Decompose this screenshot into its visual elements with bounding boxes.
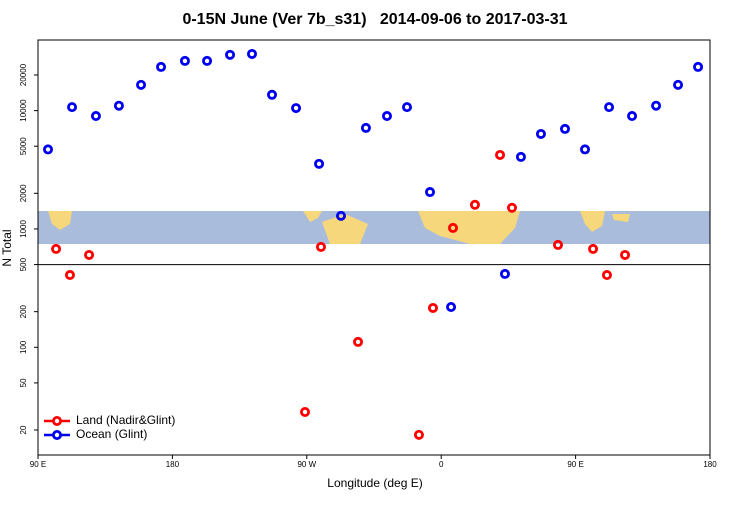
x-tick-label: 180 xyxy=(166,460,180,469)
data-point xyxy=(515,151,526,162)
data-point xyxy=(353,336,364,347)
legend-label: Land (Nadir&Glint) xyxy=(76,413,175,427)
data-point xyxy=(413,429,424,440)
data-point xyxy=(246,48,257,59)
data-point xyxy=(447,222,458,233)
data-point xyxy=(84,249,95,260)
y-tick-label: 200 xyxy=(19,304,28,318)
data-point xyxy=(291,103,302,114)
land-shape xyxy=(48,211,72,230)
y-tick-label: 20000 xyxy=(19,63,28,86)
y-axis-label: N Total xyxy=(0,229,14,266)
y-tick-label: 500 xyxy=(19,257,28,271)
x-tick-label: 90 W xyxy=(297,460,316,469)
data-point xyxy=(601,270,612,281)
data-point xyxy=(402,102,413,113)
y-tick-label: 5000 xyxy=(19,137,28,155)
data-point xyxy=(693,61,704,72)
data-point xyxy=(627,111,638,122)
data-point xyxy=(580,144,591,155)
data-point xyxy=(620,249,631,260)
data-point xyxy=(300,406,311,417)
legend-marker xyxy=(52,429,63,440)
land-shape xyxy=(303,211,322,222)
data-point xyxy=(495,149,506,160)
data-point xyxy=(673,79,684,90)
y-tick-label: 50 xyxy=(19,378,28,387)
data-point xyxy=(136,79,147,90)
land-shape xyxy=(580,211,605,232)
land-shape xyxy=(322,214,368,244)
data-point xyxy=(314,158,325,169)
data-point xyxy=(267,89,278,100)
data-point xyxy=(424,187,435,198)
data-point xyxy=(559,123,570,134)
data-point xyxy=(427,302,438,313)
data-point xyxy=(651,100,662,111)
land-shape xyxy=(418,211,520,244)
data-point xyxy=(535,128,546,139)
legend-label: Ocean (Glint) xyxy=(76,427,147,441)
data-point xyxy=(64,270,75,281)
data-point xyxy=(179,55,190,66)
data-point xyxy=(43,144,54,155)
chart-title: 0-15N June (Ver 7b_s31) 2014-09-06 to 20… xyxy=(182,11,567,28)
y-tick-label: 100 xyxy=(19,340,28,354)
data-point xyxy=(604,102,615,113)
x-axis-label: Longitude (deg E) xyxy=(327,476,422,490)
x-tick-label: 180 xyxy=(703,460,717,469)
data-point xyxy=(506,202,517,213)
data-point xyxy=(381,111,392,122)
x-tick-label: 90 E xyxy=(567,460,583,469)
data-point xyxy=(360,122,371,133)
data-point xyxy=(315,241,326,252)
data-point xyxy=(90,111,101,122)
y-tick-label: 10000 xyxy=(19,99,28,122)
y-tick-label: 2000 xyxy=(19,184,28,202)
plot-frame xyxy=(37,39,711,456)
land-shape xyxy=(612,214,630,222)
data-point xyxy=(446,302,457,313)
data-point xyxy=(51,243,62,254)
data-point xyxy=(225,49,236,60)
data-point xyxy=(469,199,480,210)
data-point xyxy=(156,61,167,72)
data-point xyxy=(67,102,78,113)
data-point xyxy=(113,100,124,111)
data-point xyxy=(202,55,213,66)
ocean-band xyxy=(38,211,710,244)
x-tick-label: 90 E xyxy=(30,460,46,469)
map-strip xyxy=(38,211,710,244)
data-point xyxy=(335,210,346,221)
x-tick-label: 0 xyxy=(439,460,444,469)
y-tick-label: 20 xyxy=(19,425,28,434)
data-point xyxy=(552,239,563,250)
y-tick-label: 1000 xyxy=(19,220,28,238)
data-point xyxy=(588,243,599,254)
data-point xyxy=(499,268,510,279)
legend-marker xyxy=(52,415,63,426)
